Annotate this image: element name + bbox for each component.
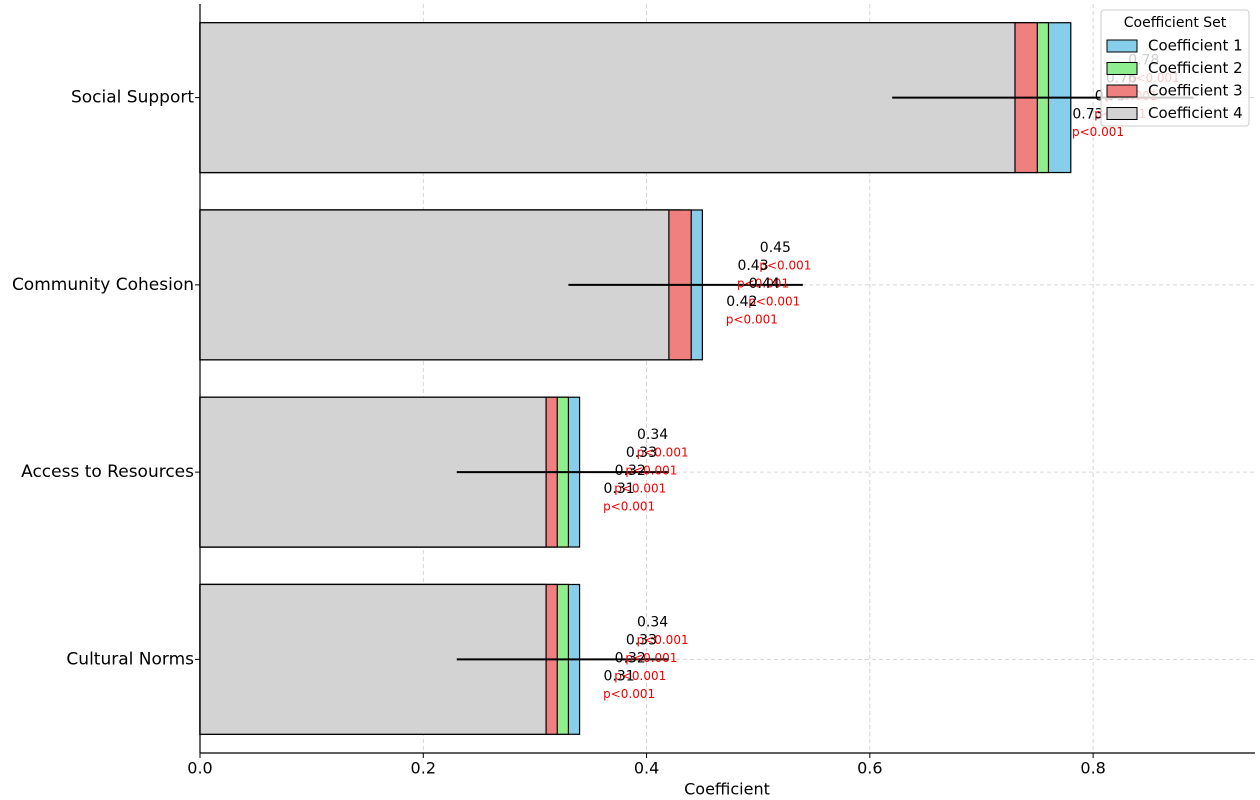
value-label: 0.34 xyxy=(637,427,668,443)
legend-label: Coefficient 1 xyxy=(1148,37,1243,55)
legend-swatch xyxy=(1106,39,1138,53)
legend-box xyxy=(1100,9,1250,127)
legend: Coefficient Set Coefficient 1 Coefficient … xyxy=(1100,9,1250,127)
value-label: 0.33 xyxy=(626,445,657,461)
p-label: p<0.001 xyxy=(759,258,811,272)
value-label: 0.43 xyxy=(737,258,768,274)
value-label: 0.31 xyxy=(603,668,634,684)
value-label: 0.31 xyxy=(603,481,634,497)
legend-label: Coefficient 4 xyxy=(1148,104,1243,122)
value-label: 0.42 xyxy=(726,294,757,310)
value-label: 0.45 xyxy=(760,240,791,256)
x-tick-label: 0.0 xyxy=(187,759,212,778)
value-label: 0.34 xyxy=(637,614,668,630)
p-label: p<0.001 xyxy=(603,500,655,514)
x-axis-label: Coefficient xyxy=(684,780,770,799)
p-label: p<0.001 xyxy=(637,633,689,647)
p-label: p<0.001 xyxy=(603,687,655,701)
legend-swatch xyxy=(1106,84,1138,98)
y-tick-label: Community Cohesion xyxy=(12,275,194,295)
y-tick-label: Cultural Norms xyxy=(66,649,194,669)
p-label: p<0.001 xyxy=(625,651,677,665)
legend-label: Coefficient 2 xyxy=(1148,59,1243,77)
x-tick-label: 0.2 xyxy=(411,759,436,778)
legend-label: Coefficient 3 xyxy=(1148,82,1243,100)
x-tick-label: 0.8 xyxy=(1080,759,1105,778)
legend-swatch xyxy=(1106,62,1138,75)
value-label: 0.44 xyxy=(749,276,780,292)
y-tick-label: Access to Resources xyxy=(21,462,194,482)
value-label: 0.32 xyxy=(615,463,646,479)
p-label: p<0.001 xyxy=(614,482,666,496)
p-label: p<0.001 xyxy=(748,294,800,308)
y-tick-label: Social Support xyxy=(71,88,194,108)
p-label: p<0.001 xyxy=(737,276,789,290)
p-label: p<0.001 xyxy=(1072,125,1124,139)
legend-swatch xyxy=(1106,107,1138,120)
value-label: 0.32 xyxy=(615,650,646,666)
value-label: 0.33 xyxy=(626,632,657,648)
p-label: p<0.001 xyxy=(625,464,677,478)
x-tick-label: 0.6 xyxy=(857,759,882,778)
value-label: 0.73 xyxy=(1072,107,1103,123)
p-label: p<0.001 xyxy=(637,446,689,460)
legend-title: Coefficient Set xyxy=(1124,15,1227,31)
p-label: p<0.001 xyxy=(726,312,778,326)
p-label: p<0.001 xyxy=(614,669,666,683)
x-tick-label: 0.4 xyxy=(634,759,659,778)
